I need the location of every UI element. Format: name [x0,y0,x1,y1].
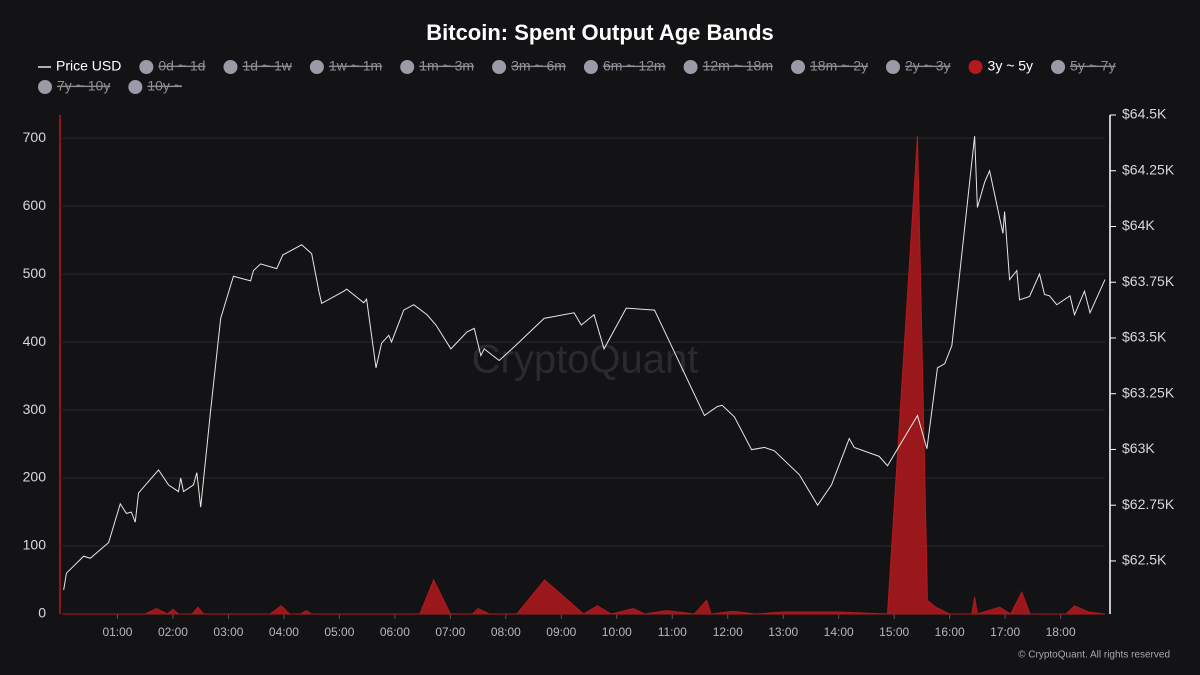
legend-icon [492,60,507,74]
legend-label: 3y ~ 5y [988,58,1034,74]
y2-tick-label: $63.25K [1122,384,1175,400]
legend-icon [223,60,238,74]
legend: Price USD 0d ~ 1d 1d ~ 1w 1w ~ 1m 1m ~ 3m 3m … [38,58,1116,94]
x-tick-label: 09:00 [546,625,576,639]
legend-item[interactable]: 0d ~ 1d [139,58,205,74]
y-tick-label: 0 [38,605,46,621]
legend-icon [886,60,900,74]
legend-label: 7y ~ 10y [57,78,110,94]
x-tick-label: 06:00 [380,625,410,639]
legend-item[interactable]: 2y ~ 3y [886,58,951,74]
legend-label: 5y ~ 7y [1070,58,1116,74]
legend-label: 1w ~ 1m [329,58,382,74]
x-tick-label: 05:00 [324,625,354,639]
legend-label: 1m ~ 3m [419,58,474,74]
legend-icon [583,60,598,74]
legend-icon [683,60,698,74]
legend-icon [309,60,324,74]
legend-item[interactable]: 5y ~ 7y [1051,58,1116,74]
y2-tick-label: $63K [1122,440,1155,456]
x-tick-label: 03:00 [213,625,243,639]
y2-tick-label: $64.5K [1122,106,1167,122]
legend-icon [791,60,806,74]
watermark: CryptoQuant [472,338,699,382]
legend-item[interactable]: Price USD [38,58,121,74]
legend-item[interactable]: 3m ~ 6m [492,58,566,74]
y-tick-label: 400 [23,333,47,349]
x-tick-label: 04:00 [269,625,299,639]
legend-label: 10y ~ [147,78,182,94]
y2-tick-label: $62.5K [1122,552,1167,568]
x-tick-label: 13:00 [768,625,798,639]
legend-item[interactable]: 10y ~ [128,78,182,94]
legend-icon [1051,60,1066,74]
footer: © CryptoQuant. All rights reserved [1018,650,1170,661]
legend-item[interactable]: 1w ~ 1m [309,58,382,74]
x-tick-label: 07:00 [435,625,465,639]
x-tick-label: 15:00 [879,625,909,639]
legend-item[interactable]: 3y ~ 5y [968,58,1034,74]
legend-item[interactable]: 1m ~ 3m [400,58,474,74]
legend-label: 2y ~ 3y [905,58,951,74]
y-tick-label: 100 [23,537,47,553]
chart-title: Bitcoin: Spent Output Age Bands [426,20,774,45]
y2-tick-label: $63.5K [1122,329,1167,345]
legend-label: 3m ~ 6m [511,58,566,74]
x-tick-label: 16:00 [935,625,965,639]
y-tick-label: 200 [23,469,47,485]
x-tick-label: 02:00 [158,625,188,639]
x-tick-label: 17:00 [990,625,1020,639]
y2-tick-label: $64K [1122,217,1155,233]
x-tick-label: 14:00 [824,625,854,639]
x-tick-label: 08:00 [491,625,521,639]
legend-icon [968,60,983,74]
x-tick-label: 18:00 [1046,625,1076,639]
area [62,136,1106,615]
legend-label: 18m ~ 2y [810,58,868,74]
y-tick-label: 500 [23,265,47,281]
legend-item[interactable]: 18m ~ 2y [791,58,868,74]
y-tick-label: 600 [23,197,47,213]
legend-icon [38,80,52,94]
legend-label: 12m ~ 18m [703,58,773,74]
legend-item[interactable]: 12m ~ 18m [683,58,773,74]
line [63,136,1106,591]
x-tick-label: 01:00 [102,625,132,639]
legend-icon [400,60,415,74]
y2-tick-label: $63.75K [1122,273,1175,289]
y2-tick-label: $62.75K [1122,496,1175,512]
legend-label: 0d ~ 1d [158,58,205,74]
x-tick-label: 10:00 [602,625,632,639]
y-tick-label: 700 [23,129,47,145]
legend-item[interactable]: 1d ~ 1w [223,58,293,74]
legend-icon [139,60,154,74]
legend-label: Price USD [56,58,121,74]
y2-tick-label: $64.25K [1122,161,1175,177]
legend-item[interactable]: 7y ~ 10y [38,78,110,94]
x-tick-label: 12:00 [713,625,743,639]
legend-icon [128,80,143,94]
x-tick-label: 11:00 [658,625,687,639]
y-tick-label: 300 [23,401,47,417]
legend-label: 1d ~ 1w [242,58,292,74]
legend-item[interactable]: 6m ~ 12m [583,58,666,74]
legend-label: 6m ~ 12m [603,58,666,74]
